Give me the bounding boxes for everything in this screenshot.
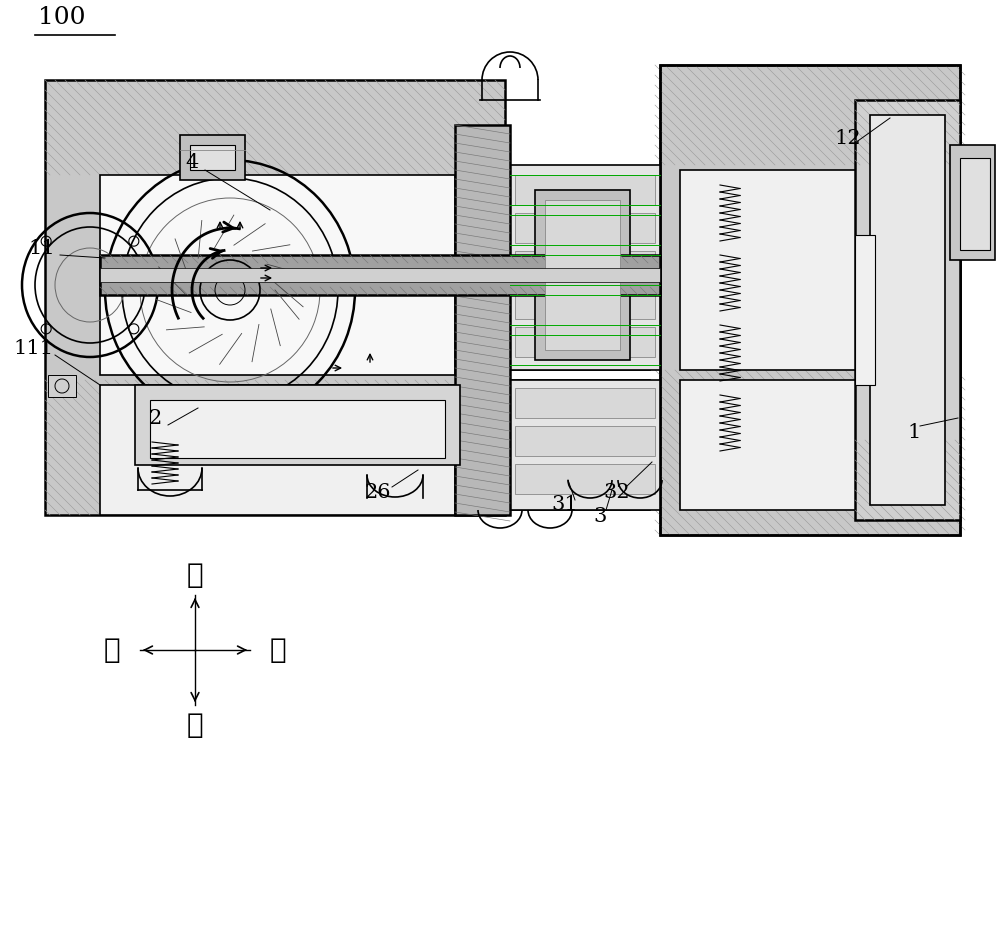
Bar — [535, 190, 630, 360]
Bar — [660, 65, 960, 535]
Bar — [100, 268, 660, 282]
Bar — [950, 145, 995, 260]
Text: 3: 3 — [593, 508, 607, 526]
Bar — [515, 175, 655, 205]
Text: 26: 26 — [365, 483, 391, 501]
Bar — [515, 327, 655, 357]
Text: 4: 4 — [185, 153, 199, 171]
Bar — [100, 255, 660, 295]
Bar — [960, 158, 990, 250]
Text: 32: 32 — [604, 483, 630, 501]
Text: 左: 左 — [104, 636, 120, 664]
Bar — [180, 135, 245, 180]
Bar — [870, 115, 945, 505]
Bar — [100, 385, 455, 515]
Bar — [855, 100, 960, 520]
Bar — [515, 426, 655, 456]
Text: 1: 1 — [907, 423, 921, 441]
Bar — [515, 251, 655, 281]
Bar — [100, 175, 455, 375]
Bar — [680, 170, 950, 370]
Bar — [515, 388, 655, 418]
Bar — [660, 65, 960, 535]
Bar — [135, 385, 460, 465]
Text: 12: 12 — [835, 129, 861, 147]
Bar — [510, 380, 660, 510]
Text: 100: 100 — [38, 6, 86, 30]
Bar — [45, 80, 505, 515]
Bar — [150, 400, 445, 458]
Bar — [510, 170, 650, 370]
Text: 上: 上 — [187, 561, 203, 589]
Text: 11: 11 — [29, 239, 55, 257]
Bar — [515, 213, 655, 243]
Text: 2: 2 — [148, 409, 162, 427]
Bar — [190, 145, 235, 170]
Bar — [48, 375, 76, 397]
Bar — [510, 165, 660, 370]
Text: 31: 31 — [552, 496, 578, 514]
Bar — [515, 464, 655, 494]
Text: 下: 下 — [187, 711, 203, 739]
Text: 111: 111 — [13, 339, 53, 357]
Bar — [545, 200, 620, 350]
Text: 右: 右 — [270, 636, 286, 664]
Bar — [510, 380, 650, 510]
Bar — [855, 235, 875, 385]
Bar — [455, 125, 510, 515]
Bar — [680, 380, 950, 510]
Bar — [515, 289, 655, 319]
